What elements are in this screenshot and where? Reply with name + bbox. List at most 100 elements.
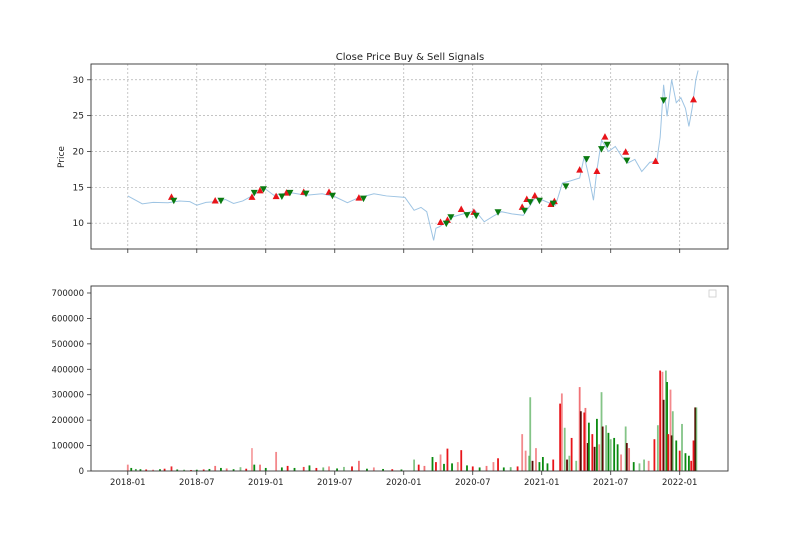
volume-bar [251,448,253,471]
volume-bar [690,460,693,471]
y-tick-label: 0 [79,467,84,477]
sell-signal-marker [583,156,591,163]
volume-bar [456,462,459,471]
volume-bar [220,467,222,471]
volume-bar [451,463,453,471]
x-tick-label: 2020-01 [386,478,422,488]
volume-bar [259,464,261,471]
volume-bar [665,370,667,471]
volume-bar [656,425,659,471]
volume-bar [531,460,534,471]
x-tick-label: 2021-07 [593,478,629,488]
sell-signal-marker [598,146,606,153]
volume-bar [343,466,345,471]
volume-bar [190,469,192,471]
volume-bar [541,457,544,471]
volume-bar [358,460,360,471]
volume-bar [688,455,690,471]
volume-bar [239,467,242,471]
y-tick-label: 100000 [52,442,84,452]
volume-bar [275,451,278,471]
buy-signal-marker [256,186,264,194]
sell-signal-marker [535,197,543,205]
volume-bar [253,464,256,471]
volume-bar [643,459,645,471]
buy-signal-marker [272,192,280,200]
sell-signal-marker [549,200,557,208]
volume-bar [671,411,674,471]
volume-bar [159,469,161,471]
volume-bar [366,468,368,471]
volume-bar [214,465,217,471]
volume-bar [584,407,587,471]
y-tick-label: 700000 [52,289,84,299]
volume-bar [152,469,154,471]
buy-signal-marker [211,196,219,204]
volume-bar [587,422,590,471]
volume-bar [625,443,628,471]
volume-bar [647,460,650,471]
volume-bar [308,465,311,471]
volume-bar [497,458,499,471]
volume-bar [559,403,562,471]
volume-bar [609,439,612,471]
sell-signal-marker [526,199,534,206]
y-tick-label: 300000 [52,391,84,401]
buy-signal-marker [248,193,256,200]
volume-bar [280,467,283,471]
x-tick-label: 2018-01 [110,478,146,488]
volume-bar [336,468,338,471]
volume-bar [605,425,608,471]
volume-bar [328,466,330,471]
volume-bar [684,453,687,471]
axes-frame [90,63,729,250]
x-tick-label: 2019-07 [317,478,353,488]
y-tick-label: 25 [73,112,84,122]
volume-bar [675,440,678,471]
volume-bar [616,444,619,471]
volume-bar [579,411,582,471]
sell-signal-marker [472,212,480,220]
volume-bar [578,387,581,471]
volume-bar [391,469,394,471]
sell-signal-marker [463,212,471,219]
volume-bar [382,468,384,471]
volume-bar [560,393,563,471]
x-tick-label: 2022-01 [662,478,698,488]
volume-bar [145,469,148,471]
volume-bar [208,468,211,471]
sell-signal-marker [250,189,258,197]
volume-bar [126,464,129,471]
volume-bar [478,467,481,471]
buy-signal-marker [601,133,609,140]
y-axis-label: Price [57,146,67,168]
volume-bar [586,443,589,471]
volume-bar [692,440,695,471]
volume-bar [245,468,248,471]
volume-bar [524,450,527,471]
buy-signal-marker [576,166,584,173]
volume-bar [552,459,555,471]
volume-bar [443,463,445,471]
sell-signal-marker [447,214,455,221]
y-tick-label: 15 [73,183,84,193]
volume-bar [413,459,415,471]
buy-signal-marker [457,205,465,213]
volume-bar [286,465,289,471]
chart-title: Close Price Buy & Sell Signals [336,52,484,63]
x-tick-label: 2020-07 [455,478,491,488]
sell-signal-marker [442,220,450,228]
volume-bar [163,468,166,471]
y-tick-label: 200000 [52,416,84,426]
buy-signal-marker [437,218,445,225]
y-tick-label: 30 [73,76,85,86]
volume-bar [667,434,670,471]
sell-signal-marker [302,190,310,198]
sell-signal-marker [259,186,267,193]
sell-signal-marker [217,197,225,205]
volume-bar [538,462,541,471]
buy-signal-marker [531,191,539,199]
sell-signal-marker [328,192,336,200]
volume-bar [638,463,641,471]
